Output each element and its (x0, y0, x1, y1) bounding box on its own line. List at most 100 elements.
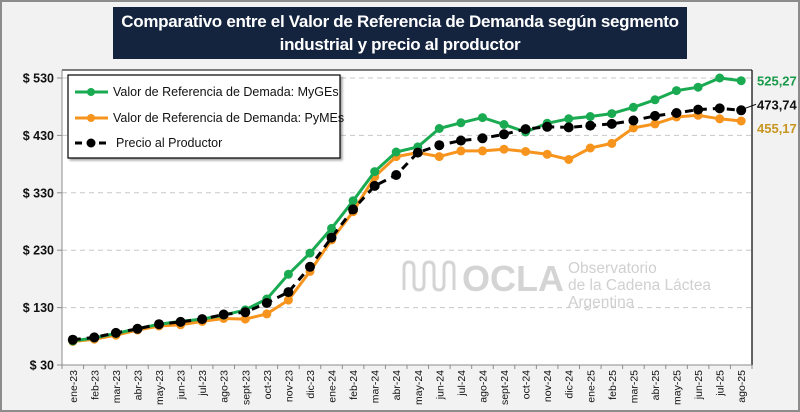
data-point[interactable] (175, 316, 186, 327)
data-point[interactable] (499, 144, 509, 154)
data-point[interactable] (327, 223, 336, 233)
y-tick-label: $ 230 (23, 244, 54, 258)
y-tick-label: $ 530 (23, 72, 54, 86)
data-point[interactable] (369, 180, 380, 191)
data-point[interactable] (478, 146, 487, 156)
data-point[interactable] (650, 110, 660, 121)
data-point[interactable] (261, 298, 272, 308)
data-point[interactable] (585, 120, 596, 131)
x-tick-label: may-24 (413, 370, 425, 405)
data-point[interactable] (563, 122, 574, 133)
y-tick-label: $ 130 (23, 301, 54, 315)
legend-item-mygés[interactable]: Valor de Referencia de Demada: MyGEs (75, 85, 339, 99)
data-point[interactable] (455, 135, 466, 146)
x-tick-label: dic-23 (305, 370, 317, 399)
data-point[interactable] (628, 102, 638, 112)
legend-item-precio-productor[interactable]: Precio al Productor (75, 136, 222, 150)
data-point[interactable] (585, 143, 595, 153)
x-tick-label: nov-23 (283, 370, 295, 402)
x-tick-label: jul-25 (715, 370, 727, 397)
data-point[interactable] (132, 323, 143, 334)
data-point[interactable] (564, 155, 574, 164)
data-point[interactable] (391, 170, 402, 180)
legend-label-pymes: Valor de Referencia de Demanda: PyMEs (113, 111, 344, 125)
data-point[interactable] (693, 82, 703, 92)
data-point[interactable] (326, 232, 337, 243)
data-point[interactable] (240, 307, 251, 318)
data-point[interactable] (305, 261, 315, 272)
x-tick-label: jun-24 (434, 370, 446, 400)
x-tick-label: feb-24 (348, 370, 360, 400)
data-point[interactable] (434, 124, 444, 133)
data-point[interactable] (154, 319, 164, 330)
legend-swatch-marker (87, 114, 95, 122)
data-point[interactable] (370, 167, 380, 177)
legend-swatch-marker (87, 88, 95, 96)
data-point[interactable] (218, 309, 229, 320)
end-value-label: 455,17 (757, 121, 797, 136)
data-point[interactable] (671, 108, 682, 118)
end-labels: 525,27 455,17 473,74 (745, 74, 798, 136)
data-point[interactable] (672, 86, 681, 96)
data-point[interactable] (434, 140, 445, 151)
data-point[interactable] (305, 248, 315, 258)
data-point[interactable] (477, 133, 488, 144)
chart-title-line-1: Comparativo entre el Valor de Referencia… (121, 12, 679, 31)
data-point[interactable] (650, 119, 660, 129)
x-tick-label: jul-24 (456, 370, 468, 397)
x-tick-label: abr-24 (391, 370, 403, 401)
data-point[interactable] (714, 103, 725, 114)
data-point[interactable] (564, 114, 574, 124)
data-point[interactable] (348, 196, 358, 206)
data-point[interactable] (283, 295, 293, 305)
data-point[interactable] (110, 327, 121, 338)
data-point[interactable] (240, 314, 250, 324)
data-point[interactable] (456, 118, 466, 128)
x-tick-label: mar-24 (370, 370, 382, 403)
x-tick-label: abr-25 (650, 370, 662, 401)
data-point[interactable] (89, 332, 100, 343)
data-point[interactable] (585, 112, 595, 121)
data-point[interactable] (521, 147, 531, 156)
data-point[interactable] (499, 129, 509, 140)
data-point[interactable] (736, 76, 746, 86)
data-point[interactable] (67, 334, 78, 345)
watermark-line-2: de la Cadena Láctea (568, 277, 711, 294)
data-point[interactable] (736, 116, 746, 126)
data-point[interactable] (736, 105, 747, 116)
data-point[interactable] (478, 113, 487, 123)
data-point[interactable] (715, 114, 725, 124)
x-tick-label: oct-23 (262, 370, 274, 399)
data-point[interactable] (283, 287, 294, 298)
data-point[interactable] (391, 147, 401, 157)
data-point[interactable] (520, 124, 531, 135)
data-point[interactable] (606, 118, 617, 129)
data-point[interactable] (197, 314, 208, 325)
watermark-brand: OCLA (462, 258, 564, 299)
data-point[interactable] (434, 152, 444, 162)
y-axis: $ 30 $ 130 $ 230 $ 330 $ 430 $ 530 (23, 72, 62, 373)
data-point[interactable] (628, 115, 639, 126)
data-point[interactable] (607, 138, 617, 148)
data-point[interactable] (628, 123, 638, 133)
data-point[interactable] (499, 120, 509, 129)
data-point[interactable] (542, 149, 552, 159)
data-point[interactable] (542, 121, 553, 132)
data-point[interactable] (283, 269, 293, 279)
gridlines (62, 77, 752, 309)
data-point[interactable] (715, 73, 725, 83)
data-point[interactable] (650, 95, 660, 105)
x-tick-label: ago-24 (477, 370, 489, 403)
legend-item-pymes[interactable]: Valor de Referencia de Demanda: PyMEs (75, 111, 344, 125)
watermark-line-1: Observatorio (568, 260, 657, 277)
x-tick-label: jun-25 (693, 370, 705, 400)
data-point[interactable] (412, 147, 423, 158)
legend-box (67, 74, 341, 159)
legend-swatch-marker (86, 138, 96, 148)
data-point[interactable] (348, 204, 359, 215)
data-point[interactable] (456, 146, 466, 156)
data-point[interactable] (693, 104, 704, 115)
data-point[interactable] (262, 309, 272, 319)
data-point[interactable] (607, 109, 617, 119)
